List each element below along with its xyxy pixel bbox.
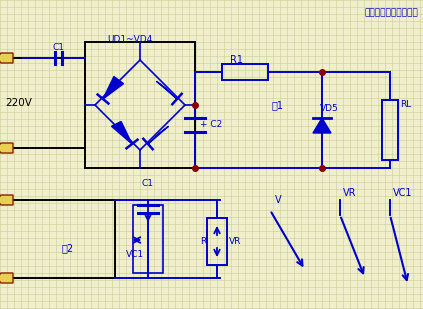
Bar <box>222 64 268 80</box>
Polygon shape <box>0 53 13 63</box>
Text: VR: VR <box>343 188 357 198</box>
Polygon shape <box>0 195 13 205</box>
Text: RL: RL <box>400 100 411 109</box>
Text: V: V <box>275 195 282 205</box>
Polygon shape <box>313 118 331 133</box>
Polygon shape <box>103 77 124 99</box>
Text: R1: R1 <box>230 55 243 65</box>
Polygon shape <box>148 126 168 144</box>
Text: C1: C1 <box>142 179 154 188</box>
Bar <box>382 100 398 160</box>
Text: VR: VR <box>229 236 242 245</box>
Bar <box>207 218 227 265</box>
Text: VD5: VD5 <box>320 104 339 113</box>
Polygon shape <box>157 81 177 99</box>
Polygon shape <box>0 143 13 153</box>
Text: VC1: VC1 <box>393 188 412 198</box>
Text: C1: C1 <box>52 43 64 52</box>
Polygon shape <box>0 273 13 283</box>
Polygon shape <box>112 121 132 144</box>
Text: 图1: 图1 <box>272 100 284 110</box>
Text: R: R <box>200 236 206 245</box>
Bar <box>133 205 163 273</box>
Text: 电子制作天地收藏整理: 电子制作天地收藏整理 <box>364 8 418 17</box>
Text: 图2: 图2 <box>62 243 74 253</box>
Text: + C2: + C2 <box>200 120 222 129</box>
Text: 220V: 220V <box>5 98 32 108</box>
Text: VC1: VC1 <box>126 250 144 259</box>
Text: UD1~VD4: UD1~VD4 <box>107 35 153 44</box>
